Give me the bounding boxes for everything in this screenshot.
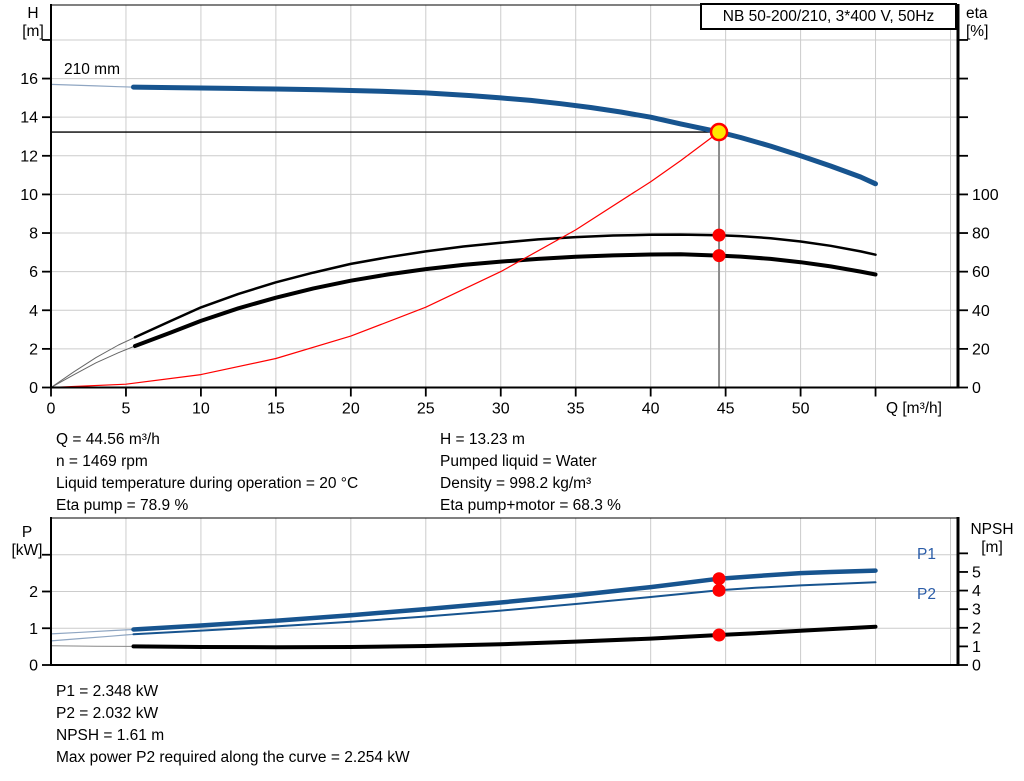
tick-label-right: 5: [972, 564, 981, 581]
tick-label-right: 1: [972, 639, 981, 656]
series-eta-pump-motor-thin: [50, 345, 136, 388]
impeller-diameter-label: 210 mm: [64, 61, 120, 78]
duty-value-dot: [712, 583, 726, 597]
h-axis-title-line1: H: [27, 5, 39, 22]
tick-label-left: 1: [29, 621, 38, 638]
series-p2-thin: [50, 633, 135, 642]
tick-label-right: 4: [972, 583, 981, 600]
tick-label-right: 20: [972, 341, 990, 358]
tick-label-left: 0: [29, 380, 38, 397]
tick-label-left: 12: [20, 148, 38, 165]
p1-curve-label: P1: [917, 546, 936, 563]
npsh-axis-title-line1: NPSH: [970, 521, 1014, 538]
tick-label-left: 6: [29, 264, 38, 281]
eta-axis-title: eta [%]: [966, 5, 1010, 41]
info-npsh: NPSH = 1.61 m: [56, 727, 165, 744]
duty-value-dot: [712, 228, 726, 242]
duty-value-dot: [712, 572, 726, 586]
tick-label-x: 50: [792, 401, 810, 418]
npsh-axis-title: NPSH [m]: [963, 521, 1021, 557]
eta-axis-title-line2: [%]: [966, 23, 989, 40]
tick-label-x: 10: [192, 401, 210, 418]
pump-model-box: NB 50-200/210, 3*400 V, 50Hz: [700, 3, 957, 30]
series-head-210mm: [131, 84, 878, 187]
tick-label-right: 80: [972, 226, 990, 243]
series-npsh: [131, 624, 878, 650]
tick-label-right: 3: [972, 602, 981, 619]
info-liquid-temperature: Liquid temperature during operation = 20…: [56, 475, 359, 492]
duty-value-dot: [712, 628, 726, 642]
series-npsh-thin: [50, 645, 134, 647]
tick-label-x: 40: [642, 401, 660, 418]
tick-label-x: 35: [567, 401, 585, 418]
duty-value-dot: [712, 249, 726, 263]
info-p2: P2 = 2.032 kW: [56, 705, 159, 722]
info-max-power: Max power P2 required along the curve = …: [56, 749, 410, 766]
series-p2: [132, 581, 877, 636]
q-axis-title: Q [m³/h]: [886, 400, 942, 417]
tick-label-left: 16: [20, 71, 38, 88]
series-p1-thin: [50, 628, 135, 635]
info-head: H = 13.23 m: [440, 431, 525, 448]
series-eta-pump: [133, 233, 877, 339]
tick-label-right: 100: [972, 187, 999, 204]
eta-axis-title-line1: eta: [966, 5, 988, 22]
tick-label-right: 0: [972, 658, 981, 675]
series-eta-pump-motor: [133, 252, 878, 348]
info-density: Density = 998.2 kg/m³: [440, 475, 592, 492]
info-flow: Q = 44.56 m³/h: [56, 431, 160, 448]
series-p1: [131, 568, 878, 632]
tick-label-x: 45: [717, 401, 735, 418]
tick-label-x: 5: [122, 401, 131, 418]
tick-label-right: 0: [972, 380, 981, 397]
tick-label-right: 40: [972, 303, 990, 320]
tick-label-x: 30: [492, 401, 510, 418]
tick-label-x: 0: [47, 401, 56, 418]
tick-label-x: 20: [342, 401, 360, 418]
p2-curve-label: P2: [917, 586, 936, 603]
h-axis-title-line2: [m]: [22, 23, 44, 40]
p-axis-title: P [kW]: [6, 524, 48, 560]
series-eta-pump-thin: [50, 336, 136, 388]
info-p1: P1 = 2.348 kW: [56, 683, 159, 700]
tick-label-left: 0: [29, 658, 38, 675]
tick-label-left: 10: [20, 187, 38, 204]
tick-label-right: 2: [972, 620, 981, 637]
chart-head-efficiency: 0 2 4 6 8 10 12 14 16 0 20 40 60 80 100 0 5 10 15 20 25 30 35 4…: [20, 4, 999, 418]
h-axis-title: H [m]: [14, 5, 52, 41]
info-eta-pump: Eta pump = 78.9 %: [56, 497, 189, 514]
tick-label-left: 2: [29, 584, 38, 601]
duty-point-marker[interactable]: [709, 122, 729, 142]
info-eta-pump-motor: Eta pump+motor = 68.3 %: [440, 497, 621, 514]
tick-label-right: 60: [972, 264, 990, 281]
tick-label-left: 8: [29, 226, 38, 243]
tick-label-left: 14: [20, 110, 38, 127]
tick-label-left: 4: [29, 303, 38, 320]
p-axis-title-line2: [kW]: [11, 542, 43, 559]
tick-label-x: 25: [417, 401, 435, 418]
series-head-210mm-thin: [50, 83, 135, 88]
pump-model-label: NB 50-200/210, 3*400 V, 50Hz: [722, 7, 935, 25]
npsh-axis-title-line2: [m]: [981, 539, 1003, 556]
tick-label-x: 15: [267, 401, 285, 418]
series-system-curve: [50, 131, 720, 389]
info-pumped-liquid: Pumped liquid = Water: [440, 453, 597, 470]
p-axis-title-line1: P: [21, 524, 33, 541]
info-speed: n = 1469 rpm: [56, 453, 148, 470]
tick-label-left: 2: [29, 341, 38, 358]
